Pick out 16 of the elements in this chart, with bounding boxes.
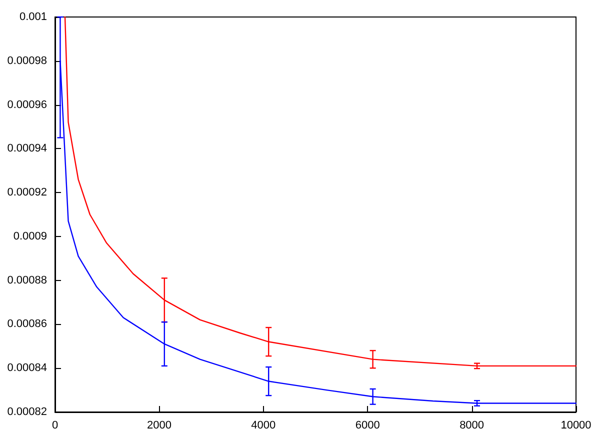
y-tick-label: 0.00088 bbox=[7, 274, 47, 286]
y-tick-label: 0.00082 bbox=[7, 406, 47, 418]
y-tick-label: 0.00094 bbox=[7, 142, 47, 155]
y-tick-label: 0.00092 bbox=[7, 186, 47, 199]
x-tick-label: 8000 bbox=[460, 420, 484, 432]
x-tick-label: 2000 bbox=[146, 420, 172, 432]
x-tick-label: 10000 bbox=[560, 420, 592, 432]
y-tick-label: 0.0009 bbox=[13, 230, 47, 242]
y-tick-label: 0.00084 bbox=[7, 362, 47, 374]
x-tick-label: 0 bbox=[52, 420, 58, 432]
x-tick-label: 6000 bbox=[355, 420, 380, 432]
y-tick-label: 0.00086 bbox=[7, 318, 47, 330]
x-tick-label: 4000 bbox=[251, 420, 276, 432]
y-tick-label: 0.00096 bbox=[7, 98, 47, 111]
y-tick-label: 0.001 bbox=[19, 11, 47, 23]
y-tick-label: 0.00098 bbox=[7, 54, 47, 67]
